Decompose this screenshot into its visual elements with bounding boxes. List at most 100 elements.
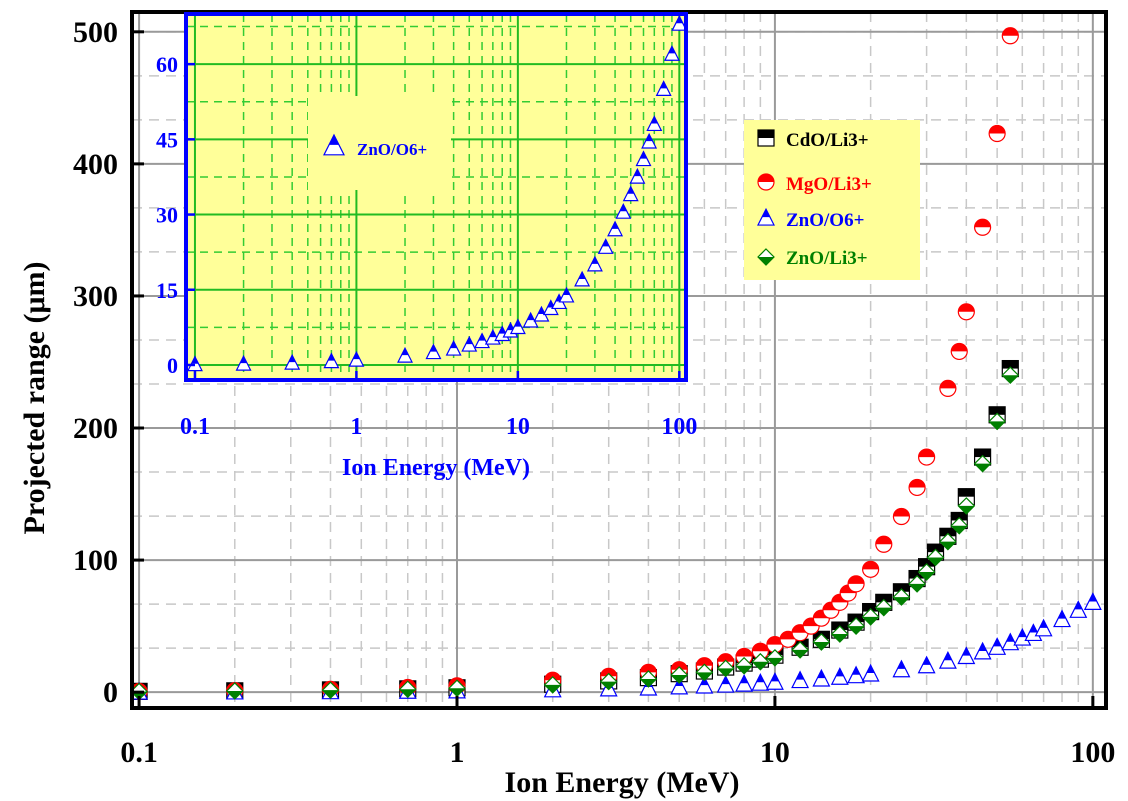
inset-data-point-triangle	[663, 45, 680, 61]
data-point-circle	[957, 303, 975, 321]
data-point-diamond	[847, 617, 865, 635]
y-axis-title: Projected range (μm)	[18, 261, 51, 534]
inset-data-point-triangle	[574, 270, 591, 287]
inset-data-point-triangle	[461, 335, 478, 352]
data-point-diamond	[398, 680, 417, 699]
inset-data-point-triangle	[635, 150, 652, 167]
legend-item-zno-li3: ZnO/Li3+	[757, 248, 868, 269]
data-point-triangle	[1083, 592, 1102, 610]
inset-x-tick-label: 0.1	[180, 414, 210, 440]
data-point-triangle	[751, 673, 770, 691]
data-point-triangle	[716, 674, 735, 693]
y-tick-label: 400	[73, 148, 118, 181]
data-point-diamond	[695, 663, 714, 682]
data-point-triangle	[1069, 600, 1088, 618]
inset-tick-labels: 0.1 1 10 100 0 15 30 45 60	[156, 52, 697, 440]
data-point-diamond	[926, 548, 945, 567]
inset-series-zno-o6-	[186, 14, 688, 372]
legend-item-mgo-li3: MgO/Li3+	[757, 173, 872, 195]
data-point-triangle	[988, 637, 1007, 655]
data-point-triangle	[765, 672, 784, 690]
inset-data-point-triangle	[284, 353, 301, 370]
inset-data-point-triangle	[425, 343, 442, 360]
inset-data-point-triangle	[445, 339, 462, 356]
legend-marker-diamond	[757, 248, 775, 266]
legend-label-zno-o6: ZnO/O6+	[786, 210, 864, 231]
data-point-diamond	[751, 652, 770, 671]
data-point-diamond	[861, 608, 880, 626]
data-point-diamond	[225, 682, 244, 700]
data-point-circle	[735, 647, 753, 666]
data-point-triangle	[973, 641, 992, 660]
data-point-triangle	[812, 668, 831, 687]
legend-marker-circle	[757, 173, 775, 191]
legend-item-zno-o6: ZnO/O6+	[757, 207, 864, 231]
x-tick-label: 10	[760, 736, 790, 769]
inset-data-point-triangle	[509, 318, 526, 335]
data-point-triangle	[1053, 609, 1072, 628]
data-point-diamond	[766, 648, 784, 667]
data-point-triangle	[847, 665, 866, 684]
data-point-diamond	[543, 676, 562, 694]
inset-data-point-triangle	[622, 185, 639, 202]
data-point-diamond	[830, 625, 849, 643]
data-point-diamond	[639, 670, 658, 688]
legend-symbol-square	[757, 129, 775, 147]
data-point-circle	[918, 448, 936, 466]
inset-y-tick-label: 0	[167, 353, 178, 378]
data-point-diamond	[791, 641, 809, 659]
data-point-circle	[892, 507, 911, 526]
inset-data-point-triangle	[323, 352, 340, 369]
data-point-triangle	[938, 650, 957, 669]
y-tick-label: 500	[73, 16, 118, 49]
legend-marker-square	[757, 129, 775, 147]
data-point-diamond	[892, 588, 911, 606]
data-point-diamond	[917, 563, 936, 581]
y-tick-label: 200	[73, 412, 118, 445]
data-point-circle	[950, 342, 968, 361]
inset-data-point-triangle	[235, 354, 252, 371]
y-tick-label: 100	[73, 544, 118, 577]
inset-data-points	[186, 14, 688, 372]
legend-label-mgo-li3: MgO/Li3+	[786, 174, 872, 195]
data-point-triangle	[830, 667, 849, 685]
data-point-diamond	[1001, 366, 1020, 385]
inset-y-tick-label: 60	[156, 52, 178, 77]
data-point-triangle	[1034, 618, 1053, 637]
data-point-circle	[908, 478, 926, 497]
legend: CdO/Li3+ MgO/Li3+ ZnO/O6+ ZnO/Li3+	[744, 120, 920, 280]
data-point-diamond	[448, 679, 466, 698]
inset-data-point-triangle	[615, 203, 632, 219]
inset-data-point-triangle	[607, 220, 624, 237]
data-point-circle	[939, 379, 957, 397]
data-point-circle	[1001, 27, 1019, 45]
data-point-circle	[988, 124, 1006, 143]
inset-y-tick-label: 15	[156, 278, 178, 303]
legend-symbol-triangle	[757, 207, 775, 226]
data-point-diamond	[716, 659, 735, 678]
data-point-circle	[847, 575, 865, 593]
data-point-triangle	[957, 646, 976, 665]
x-tick-label: 100	[1070, 736, 1115, 769]
data-point-diamond	[321, 681, 340, 700]
inset-x-axis-title: Ion Energy (MeV)	[342, 455, 530, 481]
inset-x-tick-label: 1	[350, 414, 362, 440]
data-point-diamond	[812, 633, 831, 651]
legend-marker-triangle	[757, 207, 775, 226]
inset-data-point-triangle	[558, 286, 575, 303]
data-point-triangle	[861, 663, 880, 682]
series-zno-o6-	[130, 592, 1102, 700]
data-point-circle	[751, 642, 769, 660]
inset-data-point-triangle	[655, 80, 672, 96]
inset-data-point-triangle	[348, 350, 365, 367]
x-axis-title: Ion Energy (MeV)	[505, 766, 740, 799]
inset-data-point-triangle	[186, 355, 203, 372]
inset-data-point-triangle	[522, 311, 539, 328]
inset-legend: ZnO/O6+	[308, 96, 451, 190]
inset-chart: ZnO/O6+ 0.1 1 10 100 0 15 30 45 60 Ion Energy (M…	[156, 12, 697, 481]
inset-y-tick-label: 30	[156, 203, 178, 228]
inset-data-point-triangle	[629, 167, 646, 184]
data-point-triangle	[1013, 627, 1032, 646]
